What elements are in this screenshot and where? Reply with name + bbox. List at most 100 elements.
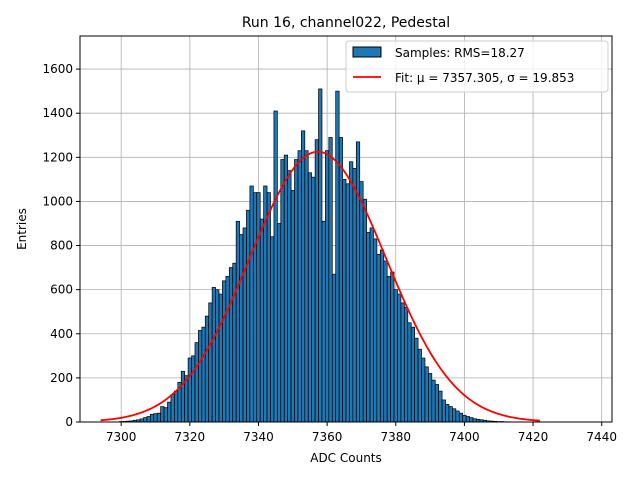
legend-label-samples: Samples: RMS=18.27 [395, 46, 525, 60]
histogram-bar [366, 231, 371, 423]
y-tick-label: 1600 [42, 62, 73, 76]
histogram-bar [349, 161, 354, 423]
y-tick-label: 800 [50, 239, 73, 253]
histogram-bar [252, 192, 258, 423]
histogram-bar [438, 390, 443, 423]
y-axis-label: Entries [15, 208, 29, 250]
legend-label-fit: Fit: μ = 7357.305, σ = 19.853 [395, 71, 574, 85]
histogram-bar [228, 267, 234, 423]
histogram-bar [280, 159, 285, 423]
fit-curve-layer [100, 150, 540, 422]
histogram-bar [146, 416, 151, 423]
legend: Samples: RMS=18.27 Fit: μ = 7357.305, σ … [345, 40, 609, 93]
fit-curve [100, 150, 540, 422]
histogram-bar [328, 137, 333, 423]
histogram-bar [355, 141, 361, 423]
histogram-bar [249, 185, 254, 423]
histogram-bar [455, 410, 460, 423]
histogram-bar [163, 407, 168, 423]
histogram-bar [218, 293, 223, 423]
x-tick-label: 7380 [380, 430, 411, 444]
histogram-bar [434, 384, 440, 423]
histogram-bar [338, 137, 343, 423]
histogram-bar [376, 254, 381, 423]
x-axis-label: ADC Counts [310, 451, 382, 465]
x-tick-label: 7360 [312, 430, 343, 444]
histogram-bar [277, 223, 282, 423]
histogram-bar [403, 306, 409, 423]
histogram-bar [362, 198, 367, 423]
histogram-bar [266, 192, 271, 423]
y-tick-label: 1000 [42, 194, 73, 208]
histogram-bar [379, 249, 385, 423]
histogram-bar [410, 326, 415, 423]
histogram-bar [407, 322, 412, 423]
y-tick-label: 200 [50, 371, 73, 385]
histogram-bar [222, 280, 227, 423]
histogram-bar [211, 287, 216, 423]
histogram-bar [386, 276, 391, 423]
histogram-bar [390, 271, 395, 423]
histogram-bar [428, 373, 433, 423]
histogram-bar [304, 150, 309, 423]
histogram-bar [421, 357, 426, 423]
histogram-bar [215, 289, 220, 423]
histogram-bar [314, 139, 319, 423]
x-tick-label: 7340 [243, 430, 274, 444]
histogram-bar [431, 379, 436, 423]
histogram-bar [167, 401, 172, 423]
histogram-bar [259, 218, 264, 423]
histogram-bar [458, 412, 464, 423]
histogram-bar [321, 220, 326, 423]
histogram-bar [417, 348, 422, 423]
histogram-bar [290, 190, 295, 423]
histogram-bar [156, 412, 162, 423]
histogram-bar [232, 262, 237, 423]
legend-box [345, 40, 609, 93]
legend-swatch-samples [352, 46, 382, 58]
histogram-bar [465, 416, 470, 423]
histogram-bar [194, 342, 199, 423]
plot-frame [79, 35, 613, 423]
histogram-bar [246, 209, 251, 423]
histogram-bar [325, 150, 330, 423]
y-tick-label: 400 [50, 327, 73, 341]
histogram-bar [331, 273, 337, 423]
y-tick-label: 1400 [42, 106, 73, 120]
histogram-bar [311, 176, 316, 423]
histogram-bar [170, 394, 175, 423]
histogram-bar [424, 366, 429, 423]
histogram-bar [191, 355, 196, 423]
histogram-bar [448, 406, 453, 423]
histogram-bar [283, 154, 289, 423]
histogram-bar [287, 170, 292, 423]
histogram-bar [397, 293, 402, 423]
histogram-bar [462, 415, 467, 423]
histogram-bar [198, 330, 203, 423]
histogram-bar [393, 289, 398, 423]
histogram-bar [414, 337, 419, 423]
histogram-bar [204, 315, 210, 423]
histogram-bar [469, 417, 474, 423]
histogram-bar [180, 370, 186, 423]
chart-title: Run 16, channel022, Pedestal [242, 15, 450, 31]
x-tick-label: 7400 [449, 430, 480, 444]
histogram-bar [201, 326, 206, 423]
x-tick-label: 7300 [106, 430, 137, 444]
histogram-bar [352, 167, 357, 423]
histogram-bar [225, 276, 230, 423]
histogram-bar [270, 236, 275, 423]
histogram-bar [452, 408, 457, 423]
histogram-bar [445, 404, 450, 423]
histogram-bar [187, 357, 192, 423]
histogram-bar [301, 130, 306, 423]
x-tick-label: 7320 [175, 430, 206, 444]
histogram-bar [400, 302, 405, 423]
histogram-bar [208, 302, 213, 423]
histogram-bar [235, 220, 240, 423]
histogram-bar [150, 413, 155, 423]
histogram-bar [153, 413, 158, 423]
x-tick-label: 7440 [586, 430, 617, 444]
histogram-bar [335, 90, 340, 423]
